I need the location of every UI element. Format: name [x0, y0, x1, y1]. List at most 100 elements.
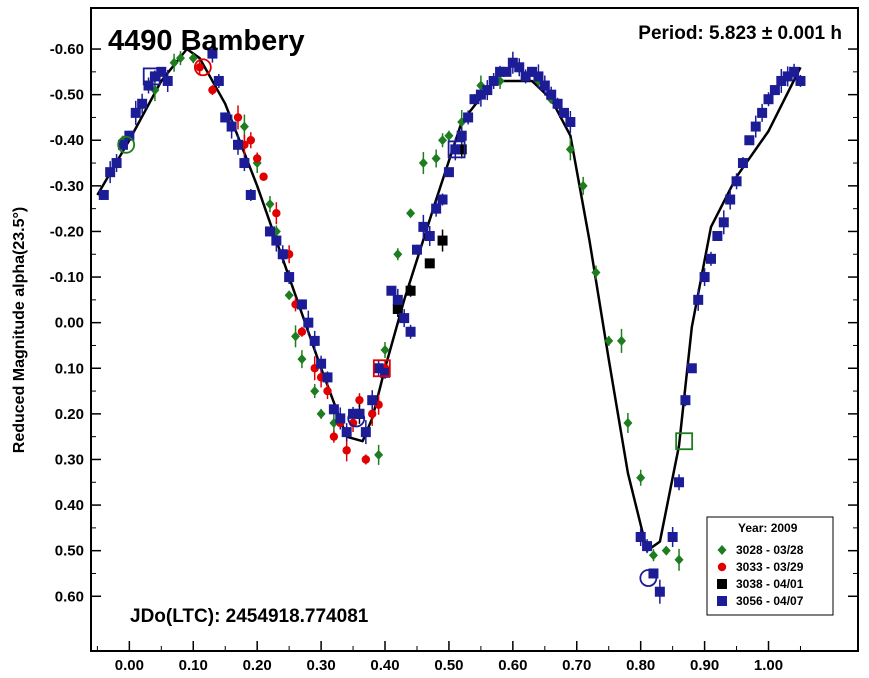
- legend-label: 3038 - 04/01: [736, 577, 804, 591]
- data-point: [731, 176, 742, 187]
- x-tick-label: 0.00: [115, 657, 144, 674]
- data-point: [712, 231, 723, 242]
- data-point: [424, 231, 435, 242]
- legend-label: 3028 - 03/28: [736, 543, 804, 557]
- legend-label: 3033 - 03/29: [736, 560, 804, 574]
- data-point: [309, 335, 320, 346]
- data-point: [367, 395, 378, 406]
- legend-marker: [717, 596, 727, 606]
- data-point: [737, 158, 748, 169]
- data-point: [322, 372, 333, 383]
- data-point: [373, 363, 384, 374]
- data-point: [284, 272, 295, 283]
- data-point: [368, 409, 377, 419]
- data-point: [284, 290, 294, 301]
- data-point: [399, 313, 410, 324]
- data-point: [291, 331, 301, 342]
- x-tick-label: 0.60: [498, 657, 527, 674]
- data-point: [520, 71, 531, 82]
- data-point: [776, 75, 787, 86]
- y-tick-label: -0.60: [50, 41, 84, 58]
- data-point: [361, 455, 371, 464]
- jdo-label: JDo(LTC): 2454918.774081: [130, 606, 369, 627]
- chart-title: 4490 Bambery: [108, 25, 305, 57]
- data-point: [259, 172, 268, 181]
- data-point: [789, 66, 800, 77]
- data-point: [782, 71, 793, 82]
- data-point: [124, 130, 135, 141]
- data-point: [98, 189, 109, 200]
- y-tick-label: 0.60: [55, 588, 84, 605]
- data-point: [316, 358, 327, 369]
- data-point: [456, 130, 467, 141]
- y-tick-label: -0.20: [50, 223, 84, 240]
- data-point: [558, 107, 569, 118]
- data-point: [456, 144, 467, 155]
- data-point: [469, 94, 480, 105]
- data-point: [617, 335, 627, 346]
- data-point: [482, 85, 493, 96]
- x-tick-label: 0.90: [690, 657, 719, 674]
- y-tick-label: -0.40: [50, 132, 84, 149]
- data-point: [514, 62, 525, 73]
- data-point: [533, 71, 544, 82]
- data-point: [411, 244, 422, 255]
- data-point: [341, 427, 352, 438]
- data-point: [437, 235, 448, 246]
- legend-label: 3056 - 04/07: [736, 594, 804, 608]
- y-tick-label: 0.40: [55, 497, 84, 514]
- data-point: [169, 57, 179, 68]
- data-point: [488, 75, 499, 86]
- data-point: [424, 258, 435, 269]
- period-label: Period: 5.823 ± 0.001 h: [638, 23, 842, 44]
- y-tick-label: 0.30: [55, 451, 84, 468]
- data-point: [578, 180, 588, 191]
- data-points-layer: [98, 48, 806, 597]
- data-point: [213, 75, 224, 86]
- data-point: [303, 317, 314, 328]
- data-point: [380, 367, 391, 378]
- data-point: [335, 413, 346, 424]
- data-point: [674, 554, 684, 565]
- y-axis: -0.60 -0.50 -0.40 -0.30 -0.20 -0.10 0.00 0.10 0.…: [50, 41, 858, 605]
- y-tick-label: -0.50: [50, 87, 84, 104]
- x-axis: 0.00 0.10 0.20 0.30 0.40 0.50 0.60 0.70 0.80 0.90…: [96, 641, 801, 674]
- data-point: [354, 408, 365, 419]
- data-point: [431, 203, 442, 214]
- data-point: [188, 53, 198, 64]
- data-point: [405, 285, 416, 296]
- data-point: [329, 432, 339, 441]
- legend-marker: [717, 562, 727, 572]
- highlight-marker: [447, 140, 466, 159]
- legend-marker: [717, 579, 727, 589]
- data-point: [207, 48, 218, 59]
- y-tick-label: -0.30: [50, 178, 84, 195]
- data-point: [175, 53, 185, 64]
- data-point: [405, 326, 416, 337]
- highlight-marker: [347, 409, 366, 428]
- data-point: [239, 158, 250, 169]
- data-point: [438, 135, 448, 146]
- data-point: [105, 167, 116, 178]
- data-point: [648, 568, 659, 579]
- data-point: [143, 80, 154, 91]
- data-point: [654, 586, 665, 597]
- x-tick-label: 0.10: [179, 657, 208, 674]
- data-point: [495, 66, 506, 77]
- data-point: [149, 71, 160, 82]
- data-point: [769, 85, 780, 96]
- data-point: [418, 221, 429, 232]
- data-point: [162, 75, 173, 86]
- data-point: [380, 345, 390, 356]
- data-point: [623, 417, 633, 428]
- data-point: [355, 395, 364, 405]
- data-point: [277, 249, 288, 260]
- data-point: [348, 408, 359, 419]
- highlight-marker: [639, 569, 658, 587]
- data-point: [642, 541, 653, 552]
- data-point: [431, 153, 441, 164]
- data-point: [220, 112, 231, 123]
- x-tick-label: 0.20: [243, 657, 272, 674]
- data-point: [137, 98, 148, 109]
